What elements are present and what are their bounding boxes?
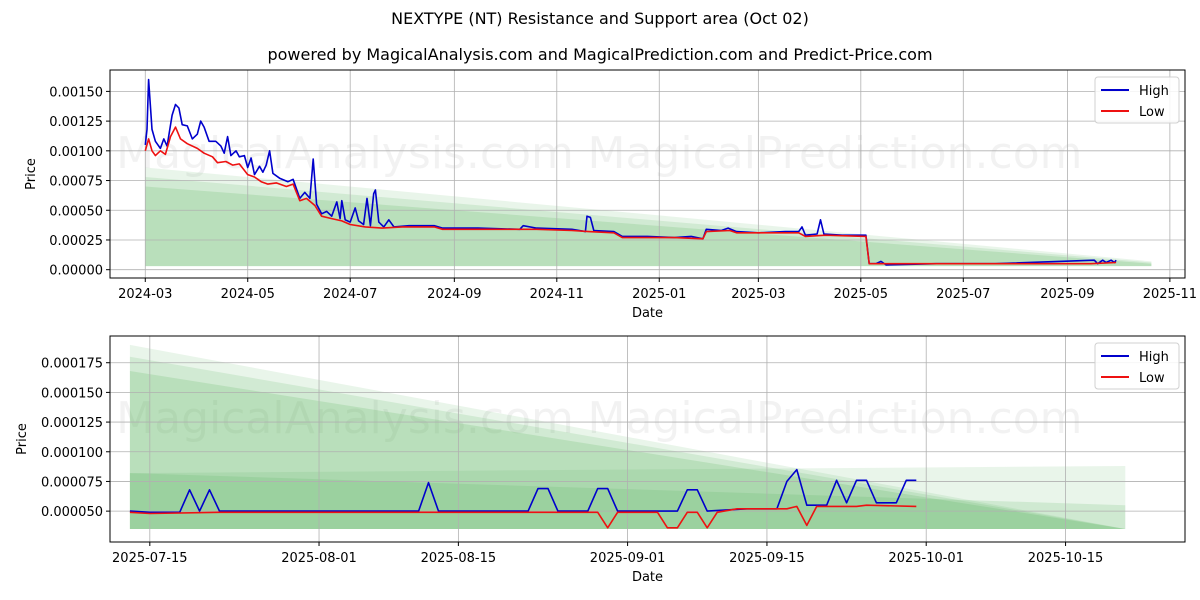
y-tick-label: 0.000100 xyxy=(41,446,103,461)
y-tick-label: 0.00150 xyxy=(49,85,103,100)
y-axis-label: Price xyxy=(24,158,39,190)
y-tick-label: 0.000175 xyxy=(41,357,103,372)
y-tick-label: 0.00075 xyxy=(49,175,103,190)
support-band xyxy=(129,356,1126,529)
x-tick-label: 2025-10-15 xyxy=(1028,551,1104,566)
support-band xyxy=(129,344,1126,529)
legend-label-low: Low xyxy=(1139,371,1165,386)
x-tick-label: 2025-11 xyxy=(1143,287,1197,302)
y-tick-label: 0.000075 xyxy=(41,475,103,490)
support-bands xyxy=(145,167,1152,267)
legend-label-high: High xyxy=(1139,350,1169,365)
x-axis-label: Date xyxy=(632,306,663,321)
support-band xyxy=(145,167,1152,267)
y-tick-label: 0.00025 xyxy=(49,234,103,249)
x-tick-label: 2024-11 xyxy=(530,287,584,302)
plot-frame xyxy=(109,335,1186,543)
x-tick-label: 2024-09 xyxy=(427,287,481,302)
support-band xyxy=(145,176,1152,267)
y-tick-label: 0.00000 xyxy=(49,264,103,279)
x-tick-label: 2025-07-15 xyxy=(112,551,188,566)
watermark-left: MagicalAnalysis.com xyxy=(116,393,574,444)
x-tick-label: 2025-07 xyxy=(936,287,990,302)
x-tick-label: 2025-09-15 xyxy=(729,551,805,566)
support-band xyxy=(145,186,1152,267)
x-tick-label: 2025-08-15 xyxy=(421,551,497,566)
y-axis-label: Price xyxy=(15,423,30,455)
y-tick-label: 0.00050 xyxy=(49,204,103,219)
top-chart-panel: MagicalAnalysis.com MagicalPrediction.com… xyxy=(24,69,1197,321)
x-tick-label: 2025-03 xyxy=(731,287,785,302)
y-tick-label: 0.00125 xyxy=(49,115,103,130)
y-tick-label: 0.000050 xyxy=(41,505,103,520)
watermark-right: MagicalPrediction.com xyxy=(588,393,1083,444)
x-tick-label: 2025-01 xyxy=(632,287,686,302)
legend: High Low xyxy=(1094,76,1180,124)
y-tick-label: 0.00100 xyxy=(49,145,103,160)
legend-label-low: Low xyxy=(1139,105,1165,120)
x-tick-label: 2025-08-01 xyxy=(281,551,357,566)
x-tick-label: 2025-09 xyxy=(1040,287,1094,302)
watermark-right: MagicalPrediction.com xyxy=(588,128,1083,179)
y-tick-label: 0.000125 xyxy=(41,416,103,431)
watermark-left: MagicalAnalysis.com xyxy=(116,128,574,179)
x-axis-label: Date xyxy=(632,570,663,585)
series-line-high xyxy=(144,78,1117,266)
series-line-high xyxy=(129,468,917,514)
x-tick-label: 2024-03 xyxy=(118,287,172,302)
x-tick-label: 2024-05 xyxy=(221,287,275,302)
chart-subtitle: powered by MagicalAnalysis.com and Magic… xyxy=(267,45,933,64)
series-line-low xyxy=(129,504,917,529)
x-tick-label: 2025-10-01 xyxy=(888,551,964,566)
chart-title: NEXTYPE (NT) Resistance and Support area… xyxy=(391,9,809,28)
legend-label-high: High xyxy=(1139,84,1169,99)
support-band xyxy=(129,371,1126,529)
x-tick-label: 2025-05 xyxy=(834,287,888,302)
x-tick-label: 2025-09-01 xyxy=(590,551,666,566)
legend: High Low xyxy=(1094,342,1180,390)
bottom-chart-panel: MagicalAnalysis.com MagicalPrediction.com… xyxy=(15,335,1186,585)
plot-frame xyxy=(109,69,1186,279)
x-tick-label: 2024-07 xyxy=(323,287,377,302)
y-tick-label: 0.000150 xyxy=(41,386,103,401)
series-line-low xyxy=(144,126,1117,265)
